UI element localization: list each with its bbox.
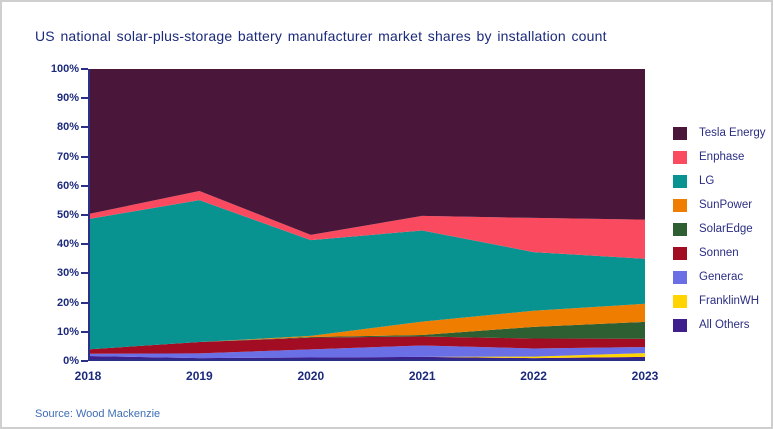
legend-item: Enphase [673,145,765,169]
y-axis-label: 60% [56,179,79,192]
stacked-area-chart [88,69,645,361]
y-axis-label: 80% [56,121,79,134]
y-axis-tick [81,272,88,275]
y-axis-tick [81,243,88,246]
y-axis-tick [81,155,88,158]
y-axis-label: 40% [56,238,79,251]
legend-label: Tesla Energy [699,127,766,139]
legend-swatch-icon [673,294,687,308]
legend-item: SolarEdge [673,217,765,241]
legend-swatch-icon [673,150,687,164]
y-axis-label: 20% [56,296,79,309]
y-axis-tick [81,97,88,100]
x-axis-label: 2023 [631,369,659,383]
legend-item: FranklinWH [673,289,765,313]
y-axis-label: 30% [56,267,79,280]
x-axis-label: 2020 [297,369,325,383]
series-area-solaredge [88,321,645,350]
legend: Tesla Energy Enphase LG SunPower SolarEdge So… [673,121,765,337]
legend-label: Enphase [699,151,745,163]
y-axis-tick [81,214,88,216]
x-axis-label: 2021 [408,369,436,383]
x-axis-label: 2019 [186,369,213,383]
series-area-lg [88,200,645,350]
legend-item: All Others [673,313,765,337]
legend-item: SunPower [673,193,765,217]
legend-swatch-icon [673,318,687,332]
y-axis-tick [81,330,88,333]
x-axis-label: 2018 [74,369,102,383]
series-area-enphase [88,191,645,259]
legend-item: Tesla Energy [673,121,765,145]
legend-item: Sonnen [673,241,765,265]
legend-swatch-icon [673,174,687,188]
y-axis-tick [81,68,88,70]
y-axis-label: 100% [50,63,79,75]
legend-swatch-icon [673,246,687,260]
y-axis-tick [81,360,88,362]
y-axis-label: 10% [56,325,79,338]
y-axis-tick [81,184,88,187]
legend-label: All Others [699,319,750,331]
legend-label: SolarEdge [699,223,753,235]
y-axis-label: 50% [56,209,79,221]
legend-label: FranklinWH [699,295,760,307]
series-area-sunpower [88,303,645,350]
y-axis-tick [81,301,88,304]
x-axis-label: 2022 [520,369,547,383]
legend-swatch-icon [673,198,687,212]
series-area-generac [88,345,645,359]
y-axis-label: 90% [56,92,79,105]
y-axis-label: 70% [56,150,79,163]
plot-area [88,69,645,361]
legend-swatch-icon [673,222,687,236]
legend-label: Generac [699,271,744,283]
chart-title: US national solar-plus-storage battery m… [35,28,607,44]
series-area-franklinwh [88,353,645,359]
y-axis-label: 0% [63,355,79,367]
legend-swatch-icon [673,126,687,140]
legend-item: Generac [673,265,765,289]
legend-label: SunPower [699,199,753,211]
y-axis-tick [81,126,88,129]
legend-label: LG [699,175,715,187]
legend-label: Sonnen [699,247,739,259]
legend-swatch-icon [673,270,687,284]
source-note: Source: Wood Mackenzie [35,408,161,420]
series-area-sonnen [88,336,645,354]
series-area-tesla-energy [88,69,645,235]
legend-item: LG [673,169,765,193]
